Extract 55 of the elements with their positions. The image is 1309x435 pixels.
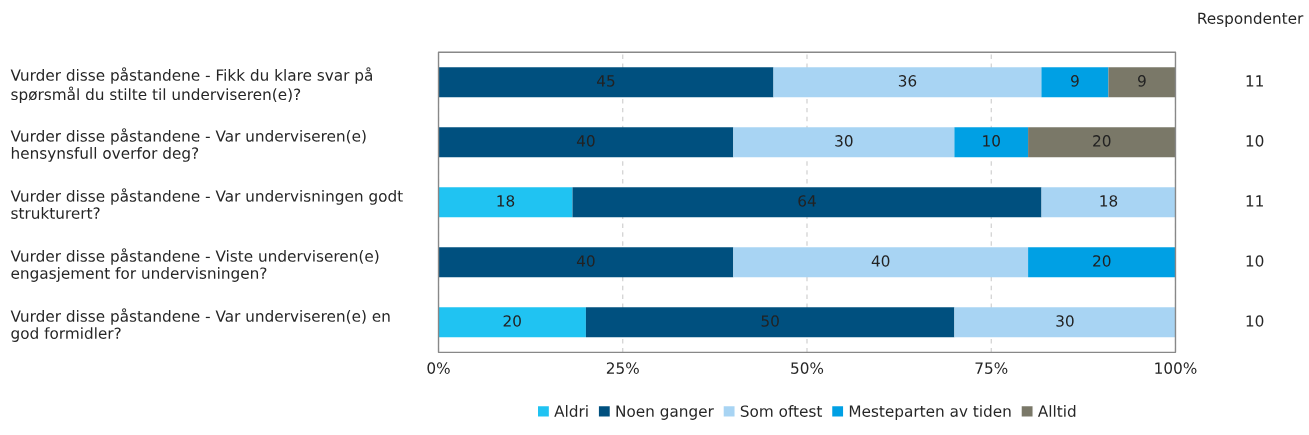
bar: [1028, 247, 1176, 278]
data-label: 40: [871, 255, 890, 267]
data-label: 18: [497, 195, 515, 207]
data-label: 64: [798, 195, 816, 207]
text: Respondenter: [1198, 12, 1304, 27]
bar: [773, 67, 1042, 98]
bar: [954, 127, 1029, 158]
bar: [585, 307, 955, 338]
x-tick-label: 25%: [606, 362, 639, 374]
legend-label: Aldri: [554, 405, 588, 417]
data-label: 40: [576, 255, 595, 267]
y-tick-label: Vurder disse påstandene - Viste underviseren(e) engasjement for undervisningen?: [10, 248, 379, 282]
data-label: 9: [1071, 75, 1079, 87]
text: 10: [1246, 315, 1264, 327]
x-tick-label: 0%: [427, 362, 450, 374]
bar: [572, 187, 1042, 218]
data-label: 36: [898, 75, 917, 87]
data-label: 9: [1138, 75, 1146, 87]
data-label: 45: [597, 75, 615, 87]
x-tick-label: 75%: [975, 362, 1008, 374]
bar: [1041, 187, 1176, 218]
text: 11: [1246, 195, 1263, 207]
legend-label: Noen ganger: [616, 405, 714, 420]
bar: [438, 127, 734, 158]
y-tick-label: Vurder disse påstandene - Fikk du klare svar på spørsmål du stilte til underviseren(e)?: [10, 67, 372, 104]
bar: [438, 67, 774, 98]
bar: [1028, 127, 1176, 158]
bar: [438, 247, 734, 278]
x-tick-label: 100%: [1155, 362, 1197, 374]
bar: [954, 307, 1176, 338]
text: 10: [1246, 135, 1264, 147]
legend-label: Som oftest: [740, 405, 823, 417]
text: 11: [1246, 75, 1263, 87]
y-tick-label: Vurder disse påstandene - Var underviseren(e) en god formidler?: [10, 308, 390, 342]
data-label: 20: [503, 315, 521, 327]
data-label: 30: [835, 135, 853, 147]
legend-label: Mesteparten av tiden: [849, 405, 1011, 420]
data-label: 20: [1093, 135, 1111, 147]
legend-label: Alltid: [1037, 405, 1076, 417]
bar: [1041, 67, 1109, 98]
bar: [438, 187, 573, 218]
y-tick-label: Vurder disse påstandene - Var undervisningen godt strukturert?: [10, 188, 403, 219]
data-label: 40: [576, 135, 595, 147]
data-label: 20: [1093, 255, 1111, 267]
bar: [733, 247, 1029, 278]
bar: [733, 127, 955, 158]
y-tick-label: Vurder disse påstandene - Var underviseren(e) hensynsfull overfor deg?: [10, 128, 366, 162]
x-tick-label: 50%: [791, 362, 824, 374]
data-label: 50: [761, 315, 779, 327]
data-label: 18: [1100, 195, 1118, 207]
data-label: 10: [983, 135, 1000, 147]
text: 10: [1246, 255, 1264, 267]
data-label: 30: [1056, 315, 1074, 327]
bar: [1108, 67, 1176, 98]
bar: [438, 307, 586, 338]
